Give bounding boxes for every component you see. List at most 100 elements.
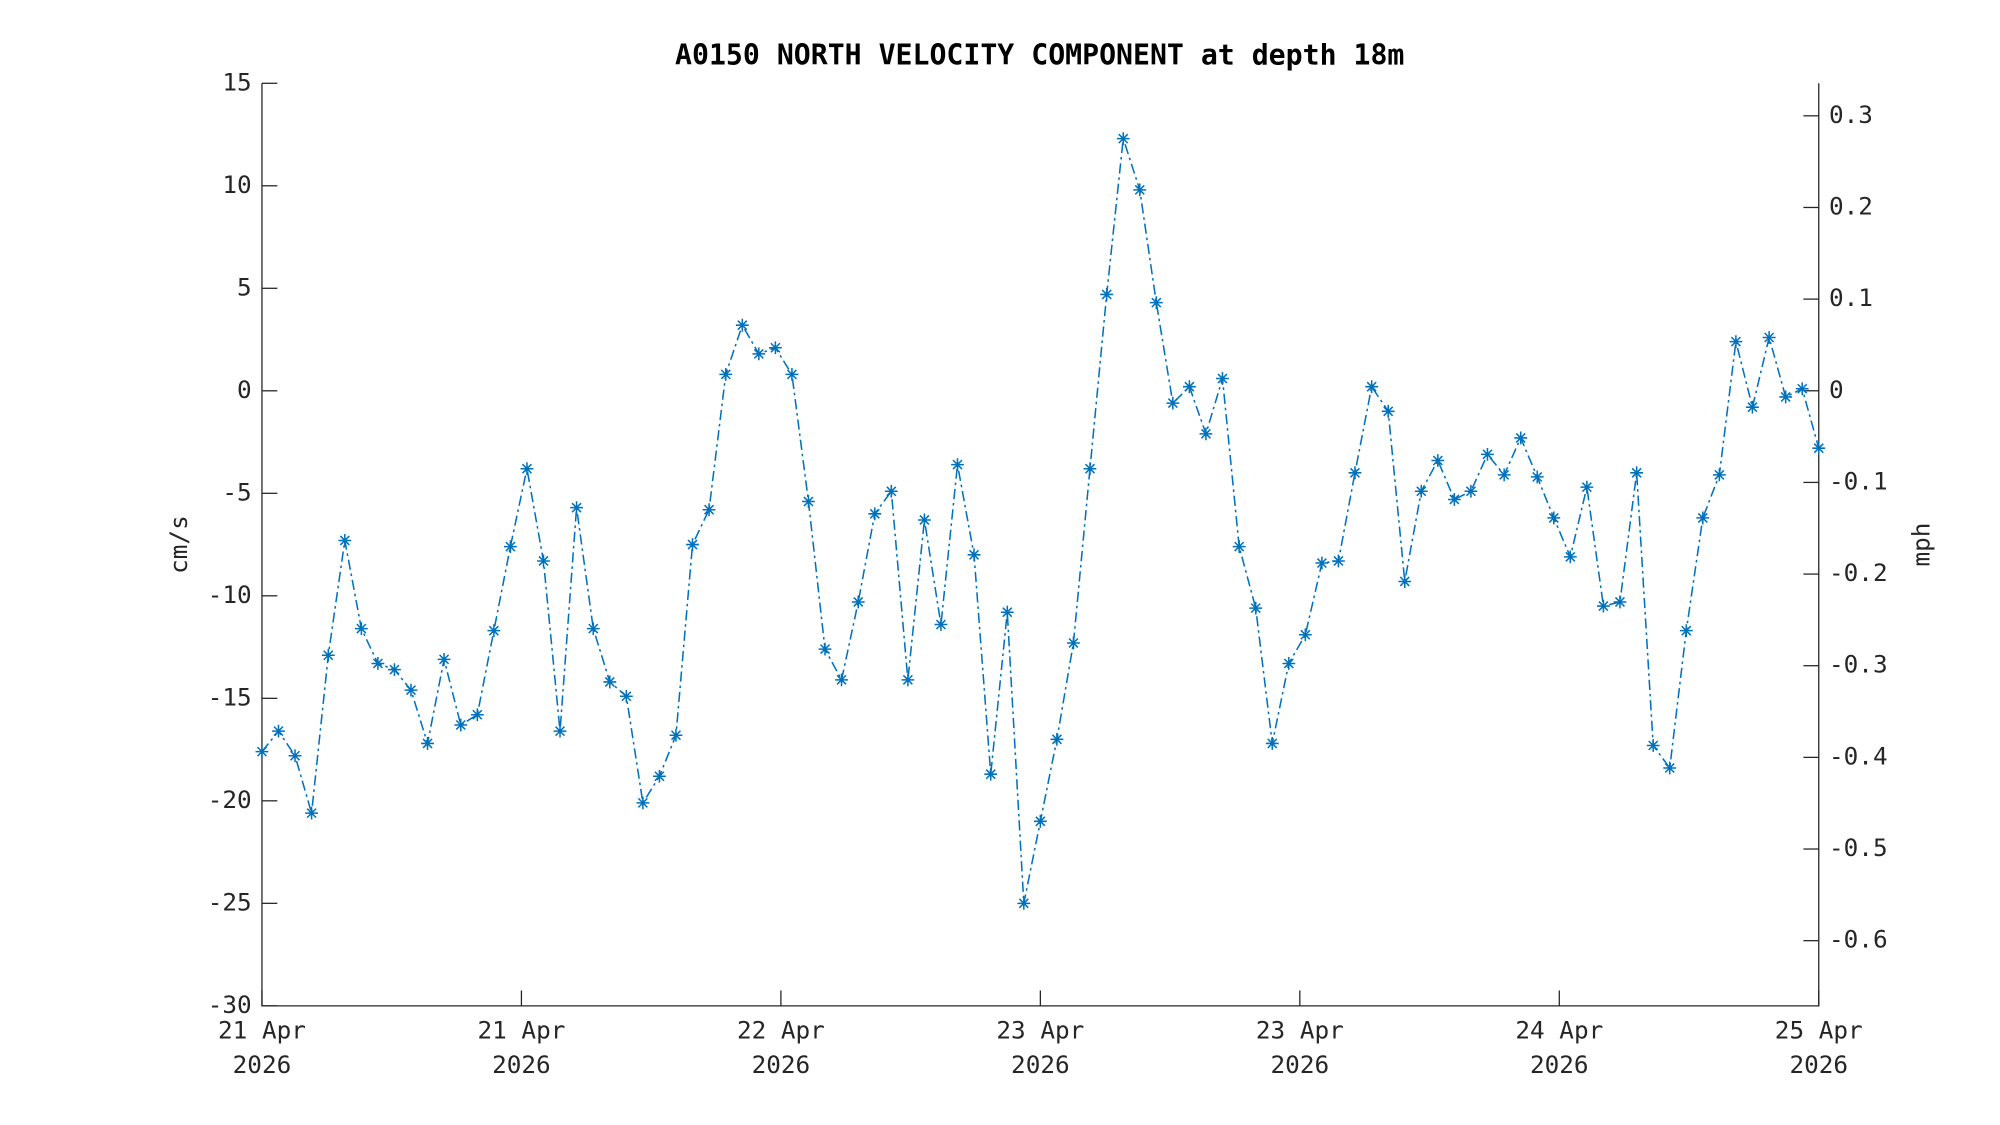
y2-tick-label: -0.6 (1829, 925, 1888, 954)
x-tick-label: 2026 (1011, 1050, 1070, 1079)
marker (1050, 732, 1064, 746)
x-tick-label: 23 Apr (996, 1015, 1084, 1044)
marker (702, 503, 716, 517)
y2-tick-label: -0.4 (1829, 741, 1888, 770)
marker (851, 595, 865, 609)
y-tick-label: -15 (208, 682, 252, 711)
marker (1100, 288, 1114, 301)
marker (305, 806, 318, 820)
marker (603, 675, 617, 689)
marker (321, 648, 335, 662)
marker (388, 663, 401, 677)
marker (1679, 624, 1693, 638)
marker (421, 737, 434, 750)
marker (735, 318, 749, 332)
marker (338, 534, 352, 547)
marker (835, 673, 848, 687)
x-tick-label: 23 Apr (1256, 1015, 1344, 1044)
marker (901, 673, 915, 687)
marker (1232, 540, 1246, 554)
marker (255, 745, 269, 759)
marker (1182, 380, 1196, 394)
marker (437, 652, 451, 666)
marker (1365, 380, 1379, 394)
marker (1381, 404, 1395, 418)
marker (1630, 466, 1644, 480)
y2-tick-label: -0.5 (1829, 833, 1888, 862)
marker (934, 618, 948, 631)
marker (1464, 484, 1478, 498)
marker (1149, 296, 1163, 310)
series-line (261, 138, 1820, 904)
y2-tick-label: 0.2 (1829, 191, 1873, 220)
marker (802, 495, 815, 508)
y-tick-label: -10 (208, 580, 252, 609)
y-tick-label: -25 (208, 887, 252, 916)
y-tick-label: -20 (208, 785, 252, 814)
marker (1083, 462, 1097, 476)
marker (653, 769, 666, 783)
marker (1332, 554, 1345, 568)
marker (1746, 400, 1759, 414)
marker (1414, 484, 1428, 498)
marker (1216, 372, 1229, 385)
marker (669, 728, 683, 742)
marker (1265, 737, 1279, 750)
marker (520, 462, 534, 476)
marker (1646, 739, 1660, 752)
marker (1000, 605, 1014, 619)
x-tick-label: 2026 (752, 1050, 811, 1079)
x-tick-label: 24 Apr (1515, 1015, 1603, 1044)
y2-tick-label: -0.2 (1829, 558, 1888, 587)
marker (619, 689, 633, 703)
axes-frame (261, 83, 1820, 1007)
marker (1795, 382, 1809, 396)
marker (1033, 814, 1047, 828)
y-tick-label: 10 (222, 170, 251, 199)
marker (1762, 331, 1776, 344)
marker (454, 718, 468, 732)
marker (503, 540, 517, 554)
marker (354, 622, 368, 636)
marker (1481, 447, 1494, 461)
marker (1729, 335, 1743, 349)
marker (768, 341, 782, 355)
x-tick-label: 2026 (492, 1050, 551, 1079)
marker (785, 367, 799, 381)
y-axis-label: cm/s (164, 515, 193, 574)
marker (1812, 441, 1826, 455)
marker (967, 548, 981, 562)
marker (1348, 466, 1362, 480)
marker (1282, 657, 1296, 670)
x-tick-label: 21 Apr (218, 1015, 306, 1044)
marker (1580, 480, 1594, 494)
marker (1563, 550, 1577, 564)
y-tick-label: -30 (208, 990, 252, 1019)
marker (884, 484, 898, 498)
marker (404, 683, 418, 697)
marker (1663, 761, 1677, 775)
x-tick-label: 21 Apr (477, 1015, 565, 1044)
marker (918, 513, 931, 527)
marker (470, 708, 484, 722)
marker (951, 458, 964, 472)
marker (1530, 470, 1544, 484)
x-tick-label: 2026 (1271, 1050, 1330, 1079)
marker (1696, 511, 1710, 525)
x-tick-label: 22 Apr (737, 1015, 825, 1044)
marker (719, 367, 733, 381)
y2-tick-label: 0.3 (1829, 100, 1873, 129)
marker (553, 724, 567, 738)
marker (537, 554, 550, 568)
marker (868, 507, 882, 521)
y2-axis-label: mph (1907, 523, 1936, 567)
y2-tick-label: 0.1 (1829, 283, 1873, 312)
marker (1547, 511, 1561, 525)
y2-tick-label: -0.1 (1829, 466, 1888, 495)
marker (984, 767, 998, 781)
y2-tick-label: 0 (1829, 375, 1844, 404)
marker (1315, 556, 1329, 570)
marker (1298, 628, 1312, 642)
marker (1398, 575, 1412, 588)
